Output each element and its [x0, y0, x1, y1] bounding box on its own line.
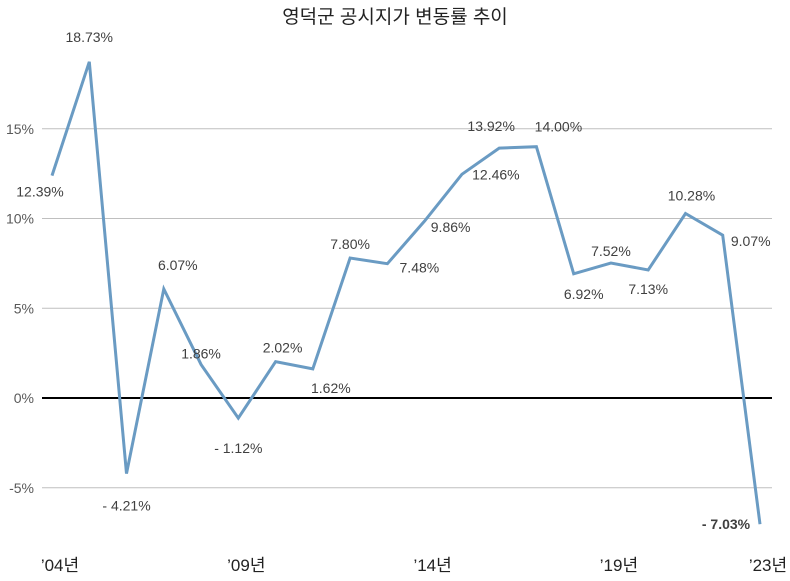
y-axis-labels: 15% 10% 5% 0% -5%	[6, 121, 34, 496]
data-labels: 12.39% 18.73% - 4.21% 6.07% 1.86% - 1.12% 2.02…	[16, 29, 770, 532]
data-label: 10.28%	[668, 187, 715, 203]
data-label: 7.52%	[591, 243, 631, 259]
grid-lines	[42, 128, 772, 489]
series-line	[50, 61, 762, 525]
data-label: 1.86%	[181, 346, 221, 362]
data-label: 12.46%	[472, 166, 519, 182]
data-label: 7.48%	[400, 260, 440, 276]
data-label: - 1.12%	[214, 440, 262, 456]
y-tick-label: 10%	[6, 211, 34, 227]
x-axis-labels: ’04년 ’09년 ’14년 ’19년 ’23년	[41, 556, 787, 575]
data-label: 18.73%	[66, 29, 113, 45]
data-label: 14.00%	[535, 119, 582, 135]
y-tick-label: 5%	[14, 300, 34, 316]
chart-title: 영덕군 공시지가 변동률 추이	[282, 6, 508, 28]
x-tick-label: ’09년	[227, 556, 265, 575]
data-label: 2.02%	[263, 340, 303, 356]
data-label: 9.86%	[431, 219, 471, 235]
x-tick-label: ’04년	[41, 556, 79, 575]
data-label: - 4.21%	[102, 498, 150, 514]
data-label: 7.13%	[628, 281, 668, 297]
y-tick-label: 0%	[14, 390, 34, 406]
data-label: 9.07%	[731, 233, 771, 249]
x-tick-label: ’19년	[600, 556, 638, 575]
data-label: 13.92%	[467, 118, 514, 134]
y-tick-label: 15%	[6, 121, 34, 137]
data-label: 7.80%	[330, 236, 370, 252]
data-label: 6.92%	[564, 286, 604, 302]
y-tick-label: -5%	[9, 480, 34, 496]
data-label: - 7.03%	[702, 516, 751, 532]
x-tick-label: ’14년	[413, 556, 451, 575]
data-label: 6.07%	[158, 257, 198, 273]
data-label: 12.39%	[16, 184, 63, 200]
x-tick-label: ’23년	[749, 556, 787, 575]
data-label: 1.62%	[311, 380, 351, 396]
